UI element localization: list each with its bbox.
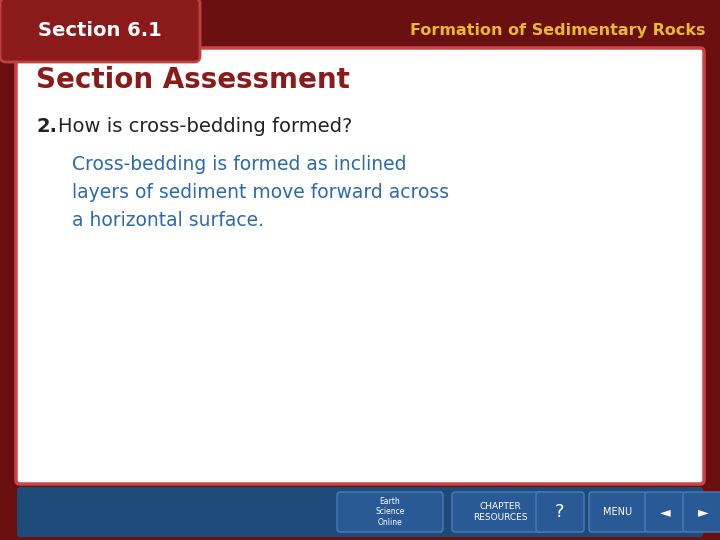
Text: Section Assessment: Section Assessment [36, 66, 350, 94]
Text: Formation of Sedimentary Rocks: Formation of Sedimentary Rocks [410, 23, 706, 37]
FancyBboxPatch shape [536, 492, 584, 532]
Text: How is cross-bedding formed?: How is cross-bedding formed? [58, 117, 352, 136]
Text: MENU: MENU [603, 507, 633, 517]
FancyBboxPatch shape [17, 487, 703, 537]
FancyBboxPatch shape [452, 492, 548, 532]
FancyBboxPatch shape [645, 492, 685, 532]
FancyBboxPatch shape [337, 492, 443, 532]
FancyBboxPatch shape [683, 492, 720, 532]
Text: ◄: ◄ [660, 505, 670, 519]
Text: Cross-bedding is formed as inclined: Cross-bedding is formed as inclined [72, 155, 407, 174]
FancyBboxPatch shape [589, 492, 647, 532]
Text: ►: ► [698, 505, 708, 519]
FancyBboxPatch shape [0, 0, 200, 62]
Text: CHAPTER
RESOURCES: CHAPTER RESOURCES [473, 502, 527, 522]
Text: a horizontal surface.: a horizontal surface. [72, 211, 264, 230]
Text: Section 6.1: Section 6.1 [38, 21, 162, 39]
Text: layers of sediment move forward across: layers of sediment move forward across [72, 183, 449, 202]
FancyBboxPatch shape [16, 48, 704, 484]
Text: 2.: 2. [36, 117, 57, 136]
Text: Earth
Science
Online: Earth Science Online [375, 497, 405, 527]
Text: ?: ? [555, 503, 564, 521]
